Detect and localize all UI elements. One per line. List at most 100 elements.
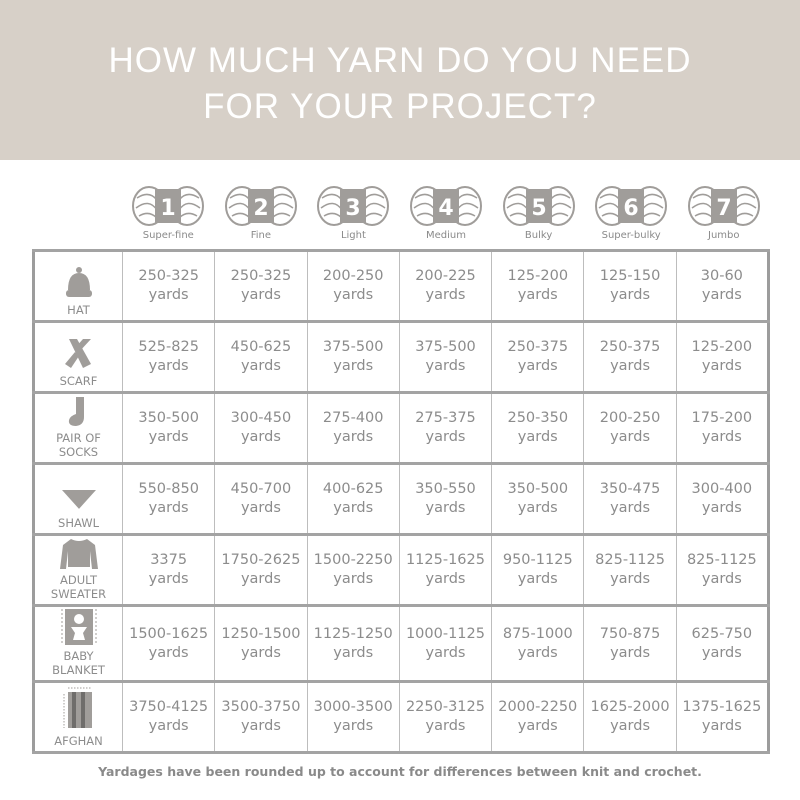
yardage-cell: 300-400 yards bbox=[675, 462, 770, 536]
yardage-value: 3375 bbox=[150, 552, 188, 568]
project-cell: SHAWL bbox=[33, 462, 123, 536]
yardage-value: 200-250 bbox=[322, 268, 384, 284]
yarn-weight-header: 1 Super-fine 2 Fine 3 Light 4 Medium 5 Bulky … bbox=[122, 184, 770, 241]
yardage-value: 450-700 bbox=[230, 481, 292, 497]
yardage-cell: 250-325 yards bbox=[121, 249, 216, 323]
yardage-cell: 350-475 yards bbox=[583, 462, 677, 536]
project-cell: AFGHAN bbox=[33, 680, 123, 754]
yardage-unit: yards bbox=[333, 500, 374, 516]
yardage-cell: 875-1000 yards bbox=[491, 604, 585, 683]
yardage-unit: yards bbox=[148, 644, 189, 661]
yardage-unit: yards bbox=[425, 571, 466, 587]
yardage-unit: yards bbox=[517, 358, 558, 374]
yardage-value: 125-150 bbox=[599, 268, 661, 284]
yardage-value: 200-250 bbox=[599, 410, 661, 426]
yardage-unit: yards bbox=[610, 644, 651, 661]
yardage-value: 2000-2250 bbox=[498, 699, 578, 715]
project-cell: PAIR OF SOCKS bbox=[33, 391, 123, 465]
yardage-value: 175-200 bbox=[691, 410, 753, 426]
table-row: BABY BLANKET 1500-1625 yards 1250-1500 yards… bbox=[33, 604, 770, 683]
yardage-value: 2250-3125 bbox=[405, 699, 485, 715]
project-label: BABY BLANKET bbox=[52, 649, 105, 677]
project-cell: ADULT SWEATER bbox=[33, 533, 123, 607]
yardage-value: 1125-1250 bbox=[313, 625, 393, 642]
yardage-unit: yards bbox=[425, 429, 466, 445]
yardage-cell: 200-225 yards bbox=[398, 249, 493, 323]
yardage-cell: 1500-2250 yards bbox=[306, 533, 400, 607]
yardage-unit: yards bbox=[333, 429, 374, 445]
yarn-weight-label: Jumbo bbox=[708, 230, 740, 241]
svg-text:6: 6 bbox=[624, 196, 639, 221]
yardage-value: 250-375 bbox=[507, 339, 569, 355]
yardage-unit: yards bbox=[240, 358, 281, 374]
yardage-unit: yards bbox=[148, 500, 189, 516]
yardage-unit: yards bbox=[425, 718, 466, 734]
yarn-skein-icon: 4 bbox=[400, 184, 493, 228]
yardage-unit: yards bbox=[701, 718, 742, 734]
yardage-value: 525-825 bbox=[138, 339, 199, 355]
table-row: HAT 250-325 yards 250-325 yards 200-250 yards 2… bbox=[33, 249, 770, 323]
yardage-value: 350-500 bbox=[507, 481, 569, 497]
yardage-cell: 30-60 yards bbox=[675, 249, 770, 323]
yardage-value: 3500-3750 bbox=[221, 699, 301, 715]
yarn-weight-3: 3 Light bbox=[307, 184, 400, 241]
yardage-unit: yards bbox=[610, 500, 651, 516]
yarn-weight-1: 1 Super-fine bbox=[122, 184, 215, 241]
yardage-cell: 275-400 yards bbox=[306, 391, 400, 465]
yardage-cell: 950-1125 yards bbox=[491, 533, 585, 607]
yardage-value: 125-200 bbox=[691, 339, 753, 355]
afghan-icon bbox=[35, 686, 122, 732]
yardage-unit: yards bbox=[333, 718, 374, 734]
scarf-icon bbox=[35, 336, 122, 372]
yardage-value: 250-375 bbox=[599, 339, 661, 355]
yardage-unit: yards bbox=[148, 571, 189, 587]
yardage-value: 550-850 bbox=[138, 481, 199, 497]
yardage-unit: yards bbox=[240, 429, 281, 445]
yardage-cell: 1250-1500 yards bbox=[214, 604, 308, 683]
yardage-cell: 275-375 yards bbox=[398, 391, 493, 465]
yarn-weight-5: 5 Bulky bbox=[492, 184, 585, 241]
svg-text:1: 1 bbox=[161, 196, 176, 221]
yardage-value: 350-500 bbox=[138, 410, 199, 426]
yardage-cell: 1750-2625 yards bbox=[214, 533, 308, 607]
table-row: AFGHAN 3750-4125 yards 3500-3750 yards 3000-3… bbox=[33, 680, 770, 754]
yardage-cell: 825-1125 yards bbox=[583, 533, 677, 607]
yardage-cell: 175-200 yards bbox=[675, 391, 770, 465]
yardage-cell: 450-625 yards bbox=[214, 320, 308, 394]
yardage-cell: 3750-4125 yards bbox=[121, 680, 216, 754]
table-row: SCARF 525-825 yards 450-625 yards 375-500 yard… bbox=[33, 320, 770, 394]
yardage-value: 1250-1500 bbox=[221, 625, 301, 642]
project-cell: HAT bbox=[33, 249, 123, 323]
yardage-cell: 1500-1625 yards bbox=[121, 604, 216, 683]
yardage-value: 875-1000 bbox=[502, 625, 573, 642]
yardage-value: 950-1125 bbox=[502, 552, 573, 568]
yardage-value: 400-625 bbox=[322, 481, 384, 497]
yardage-unit: yards bbox=[425, 644, 466, 661]
title-line-2: FOR YOUR PROJECT? bbox=[203, 87, 597, 126]
yardage-unit: yards bbox=[517, 718, 558, 734]
yardage-cell: 1000-1125 yards bbox=[398, 604, 493, 683]
yardage-unit: yards bbox=[148, 718, 189, 734]
yardage-unit: yards bbox=[610, 571, 651, 587]
yardage-table: HAT 250-325 yards 250-325 yards 200-250 yards 2… bbox=[32, 249, 770, 754]
yardage-unit: yards bbox=[701, 644, 742, 661]
yardage-unit: yards bbox=[333, 571, 374, 587]
table-row: ADULT SWEATER 3375 yards 1750-2625 yards 1500… bbox=[33, 533, 770, 607]
baby-blanket-icon bbox=[35, 607, 122, 647]
yardage-value: 375-500 bbox=[322, 339, 384, 355]
yardage-unit: yards bbox=[517, 429, 558, 445]
yarn-weight-label: Fine bbox=[250, 230, 272, 241]
yardage-cell: 3500-3750 yards bbox=[214, 680, 308, 754]
yardage-value: 250-325 bbox=[230, 268, 292, 284]
yardage-unit: yards bbox=[148, 287, 189, 303]
project-label: AFGHAN bbox=[54, 734, 103, 748]
yardage-cell: 550-850 yards bbox=[121, 462, 216, 536]
yardage-unit: yards bbox=[701, 429, 742, 445]
yardage-value: 1500-2250 bbox=[313, 552, 393, 568]
yarn-weight-label: Super-bulky bbox=[601, 230, 661, 241]
yardage-cell: 1375-1625 yards bbox=[675, 680, 770, 754]
yardage-value: 350-475 bbox=[599, 481, 661, 497]
yardage-unit: yards bbox=[610, 429, 651, 445]
yardage-value: 300-400 bbox=[691, 481, 753, 497]
yardage-cell: 375-500 yards bbox=[398, 320, 493, 394]
